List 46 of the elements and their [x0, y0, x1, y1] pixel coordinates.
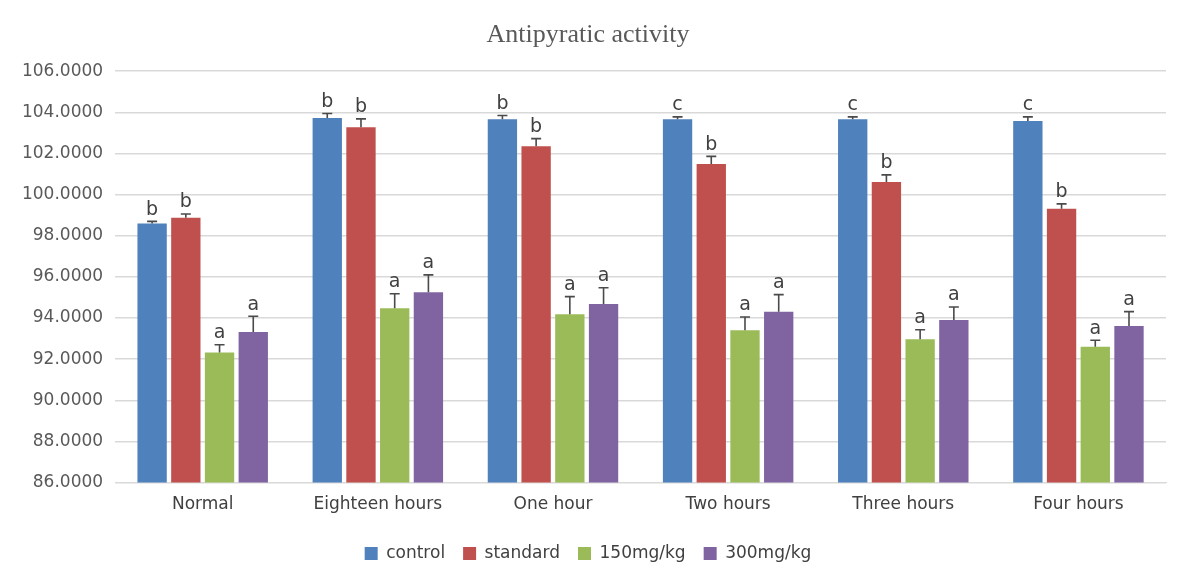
data-label: b: [530, 114, 543, 137]
y-tick-label: 106.0000: [21, 59, 104, 80]
data-label: c: [672, 92, 683, 115]
data-label: a: [213, 320, 226, 343]
data-label: a: [388, 269, 401, 292]
data-label: b: [1055, 179, 1068, 202]
x-tick-label: Three hours: [851, 493, 955, 514]
data-label: b: [354, 94, 368, 117]
data-label: a: [564, 272, 576, 295]
data-label: a: [247, 291, 260, 314]
data-label: b: [146, 196, 159, 219]
y-tick-label: 92.0000: [32, 347, 104, 368]
y-tick-label: 102.0000: [21, 141, 104, 162]
data-label: c: [1022, 92, 1034, 115]
data-label: a: [772, 270, 785, 293]
y-tick-label: 104.0000: [21, 100, 104, 121]
y-tick-label: 100.0000: [21, 183, 104, 204]
x-tick-label: Eighteen hours: [313, 493, 443, 514]
y-tick-label: 88.0000: [32, 429, 104, 450]
x-tick-label: Four hours: [1033, 493, 1124, 514]
data-label: b: [321, 89, 334, 112]
data-label: b: [880, 150, 893, 173]
y-tick-label: 86.0000: [32, 471, 104, 492]
y-tick-label: 94.0000: [32, 306, 104, 327]
x-tick-label: Normal: [171, 493, 234, 514]
data-label: b: [496, 90, 509, 113]
legend-label: standard: [484, 541, 561, 562]
legend-label: control: [386, 541, 446, 562]
y-tick-label: 96.0000: [32, 265, 104, 286]
data-label: b: [705, 131, 718, 154]
y-tick-label: 90.0000: [32, 388, 104, 409]
legend-label: 300mg/kg: [725, 541, 812, 562]
data-label: c: [847, 92, 858, 115]
data-label: b: [179, 189, 192, 212]
y-tick-label: 98.0000: [32, 224, 104, 245]
data-label: a: [1089, 315, 1102, 338]
data-label: a: [948, 282, 960, 305]
x-tick-label: Two hours: [684, 493, 771, 514]
data-label: a: [739, 292, 751, 315]
data-label: a: [914, 305, 926, 328]
legend-label: 150mg/kg: [599, 541, 686, 562]
x-tick-label: One hour: [513, 493, 593, 514]
data-label: a: [597, 263, 610, 286]
data-label: a: [422, 250, 435, 273]
chart-title: Antipyratic activity: [486, 19, 690, 49]
data-label: a: [1123, 287, 1135, 310]
